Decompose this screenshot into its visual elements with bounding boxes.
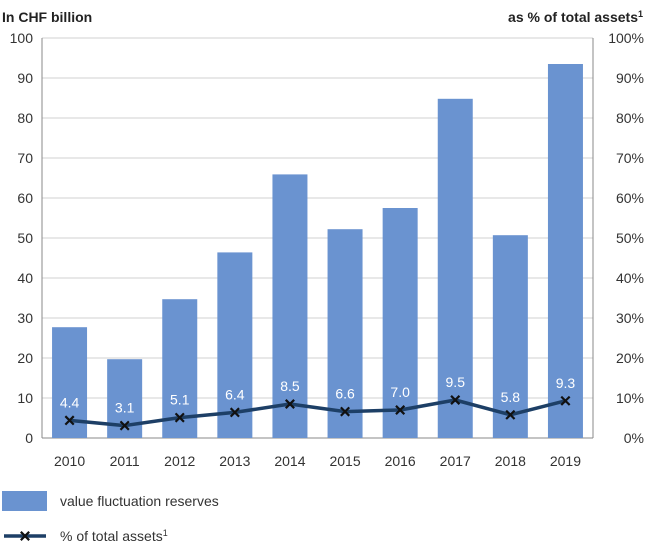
left-tick-label: 20 xyxy=(17,350,33,366)
x-tick-label: 2016 xyxy=(385,453,416,469)
percent-data-label: 9.3 xyxy=(556,375,576,391)
left-tick-label: 40 xyxy=(17,270,33,286)
x-tick-label: 2013 xyxy=(219,453,250,469)
left-axis-title: In CHF billion xyxy=(2,9,92,25)
right-tick-label: 50% xyxy=(616,230,644,246)
bars xyxy=(52,64,583,439)
x-axis-ticks: 2010 2011 2012 2013 2014 2015 2016 2017 2018 2019 xyxy=(54,453,581,469)
right-tick-label: 10% xyxy=(616,390,644,406)
right-tick-label: 80% xyxy=(616,110,644,126)
percent-marker xyxy=(560,395,571,406)
left-tick-label: 0 xyxy=(25,430,33,446)
left-tick-label: 90 xyxy=(17,70,33,86)
bar xyxy=(327,229,363,438)
percent-marker xyxy=(505,409,516,420)
x-tick-label: 2017 xyxy=(440,453,471,469)
percent-marker xyxy=(284,399,295,409)
left-tick-label: 50 xyxy=(17,230,33,246)
percent-marker xyxy=(174,412,185,423)
percent-data-label: 7.0 xyxy=(390,384,410,400)
bar xyxy=(492,235,528,438)
bar xyxy=(272,174,308,438)
left-tick-label: 70 xyxy=(17,150,33,166)
legend-label-line: % of total assets1 xyxy=(60,528,168,544)
right-axis-title: as % of total assets1 xyxy=(508,9,643,25)
legend-swatch-bars xyxy=(2,491,47,511)
right-tick-label: 100% xyxy=(608,30,644,46)
legend-label-bars: value fluctuation reserves xyxy=(60,493,219,509)
left-axis-ticks: 0 10 20 30 40 50 60 70 80 90 100 xyxy=(10,30,34,446)
legend-x-marker xyxy=(20,531,30,541)
percent-data-label: 6.6 xyxy=(335,386,355,402)
right-tick-label: 70% xyxy=(616,150,644,166)
percent-marker xyxy=(64,415,75,426)
left-tick-label: 80 xyxy=(17,110,33,126)
x-tick-label: 2012 xyxy=(164,453,195,469)
gridlines xyxy=(41,37,594,439)
percent-data-label: 9.5 xyxy=(446,374,466,390)
bar xyxy=(217,252,253,438)
percent-data-label: 3.1 xyxy=(115,400,135,416)
bar xyxy=(437,98,473,439)
x-tick-label: 2010 xyxy=(54,453,85,469)
x-tick-label: 2018 xyxy=(495,453,526,469)
legend-marker-icon xyxy=(20,531,30,541)
bar xyxy=(382,208,418,438)
x-tick-label: 2015 xyxy=(329,453,360,469)
percent-data-label: 6.4 xyxy=(225,386,245,402)
percent-marker xyxy=(395,405,406,415)
right-axis-ticks: 0% 10% 20% 30% 40% 50% 60% 70% 80% 90% 100% xyxy=(608,30,644,446)
right-tick-label: 40% xyxy=(616,270,644,286)
percent-marker xyxy=(119,420,130,431)
right-tick-label: 0% xyxy=(624,430,644,446)
right-tick-label: 90% xyxy=(616,70,644,86)
percent-marker xyxy=(340,406,351,417)
percent-marker xyxy=(450,395,461,405)
x-tick-label: 2019 xyxy=(550,453,581,469)
percent-data-label: 5.8 xyxy=(501,389,521,405)
left-tick-label: 100 xyxy=(10,30,34,46)
percent-marker xyxy=(229,407,240,418)
percent-line xyxy=(69,398,566,428)
left-tick-label: 30 xyxy=(17,310,33,326)
percent-markers xyxy=(64,395,571,431)
x-tick-label: 2011 xyxy=(110,453,140,469)
right-tick-label: 20% xyxy=(616,350,644,366)
x-tick-label: 2014 xyxy=(274,453,305,469)
percent-data-label: 5.1 xyxy=(170,392,190,408)
percent-data-label: 4.4 xyxy=(60,394,80,410)
percent-line-path xyxy=(69,398,566,428)
left-tick-label: 10 xyxy=(17,390,33,406)
bar xyxy=(547,64,583,438)
legend: value fluctuation reserves % of total as… xyxy=(2,491,219,544)
left-tick-label: 60 xyxy=(17,190,33,206)
percent-data-label: 8.5 xyxy=(280,378,300,394)
right-tick-label: 30% xyxy=(616,310,644,326)
percent-labels: 4.4 3.1 5.1 6.4 8.5 6.6 7.0 9.5 5.8 9.3 xyxy=(60,374,576,416)
right-tick-label: 60% xyxy=(616,190,644,206)
